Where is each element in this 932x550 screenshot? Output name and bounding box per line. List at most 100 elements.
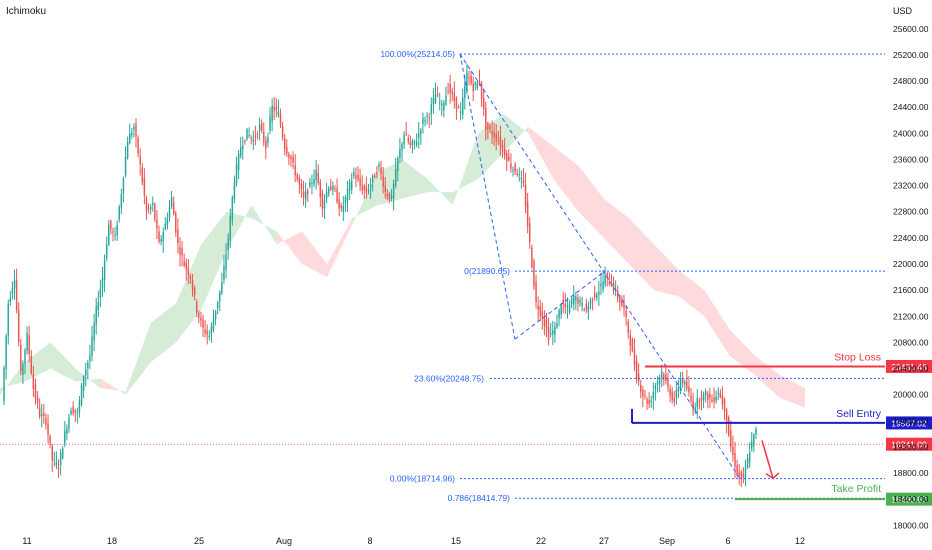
- candle-body: [28, 335, 30, 355]
- x-tick-label: 22: [536, 536, 546, 546]
- candle-body: [87, 362, 89, 369]
- candle-body: [114, 234, 116, 236]
- y-tick-label: 19600.00: [893, 416, 929, 426]
- candle-body: [315, 169, 317, 180]
- candle-body: [478, 80, 481, 84]
- candle-body: [684, 381, 686, 385]
- trade-price-tag: [886, 416, 932, 430]
- candle-body: [330, 186, 332, 190]
- candle-body: [709, 394, 711, 399]
- cloud-segment: [628, 218, 655, 291]
- candle-body: [472, 83, 474, 92]
- candle-body: [89, 355, 91, 361]
- candle-body: [719, 392, 722, 398]
- candle-body: [600, 283, 602, 287]
- candle-body: [612, 282, 615, 291]
- candle-body: [694, 407, 696, 411]
- candle-body: [298, 177, 301, 185]
- candle-body: [229, 215, 231, 241]
- candle-body: [411, 140, 414, 146]
- candle-body: [122, 178, 125, 194]
- candle-body: [426, 115, 428, 117]
- candle-body: [334, 188, 336, 190]
- candle-body: [405, 133, 407, 135]
- candle-body: [204, 329, 206, 334]
- candle-body: [401, 144, 403, 151]
- candle-body: [476, 82, 479, 89]
- candle-body: [399, 149, 401, 159]
- candle-body: [635, 360, 638, 379]
- candle-body: [332, 186, 334, 190]
- candle-body: [711, 399, 713, 402]
- candle-body: [625, 310, 627, 318]
- candle-body: [84, 369, 87, 376]
- candle-body: [152, 203, 154, 205]
- candle-body: [725, 409, 728, 424]
- candle-body: [497, 140, 500, 142]
- candle-body: [198, 312, 200, 318]
- candle-body: [120, 194, 123, 208]
- candle-body: [256, 133, 259, 135]
- candle-body: [82, 376, 85, 391]
- candle-body: [669, 388, 671, 396]
- candle-body: [267, 137, 269, 143]
- candle-body: [543, 316, 546, 326]
- fib-level-label: 0.786(18414.79): [448, 493, 511, 503]
- cloud-segment: [352, 172, 378, 225]
- candle-body: [302, 191, 305, 197]
- candle-body: [493, 132, 495, 138]
- candle-body: [116, 225, 118, 236]
- candle-body: [348, 182, 351, 191]
- candle-body: [365, 186, 368, 193]
- candle-body: [212, 318, 215, 331]
- candle-body: [309, 181, 311, 187]
- candle-body: [68, 417, 70, 429]
- candle-body: [558, 310, 560, 319]
- x-tick-label: 11: [22, 536, 31, 546]
- candle-body: [281, 125, 284, 138]
- candle-body: [296, 174, 299, 180]
- candle-body: [489, 125, 491, 130]
- candle-body: [748, 452, 751, 463]
- fib-level-label: 23.60%(20248.75): [414, 373, 484, 383]
- candle-body: [713, 397, 715, 402]
- candle-body: [413, 141, 416, 143]
- candle-body: [447, 91, 449, 93]
- cloud-segment: [477, 113, 504, 180]
- candle-body: [730, 430, 732, 448]
- candle-body: [181, 248, 183, 256]
- candle-body: [686, 381, 688, 389]
- candle-body: [191, 280, 194, 290]
- candle-body: [388, 193, 391, 200]
- candle-body: [573, 295, 575, 305]
- candle-body: [244, 140, 246, 142]
- candle-body: [13, 280, 16, 289]
- candle-body: [346, 188, 349, 201]
- axes: 25600.00 25200.00 24800.00 24400.00 24000.00…: [22, 24, 928, 546]
- cloud-segment: [402, 159, 428, 199]
- candle-body: [363, 186, 366, 190]
- x-tick-label: 12: [795, 536, 805, 546]
- candle-body: [721, 395, 724, 405]
- candle-body: [616, 290, 619, 299]
- candle-body: [336, 188, 338, 202]
- candle-body: [248, 134, 250, 136]
- candle-body: [342, 205, 345, 212]
- candle-body: [380, 167, 382, 174]
- candle-body: [424, 120, 426, 122]
- candle-body: [740, 472, 743, 479]
- candle-body: [627, 321, 629, 333]
- y-tick-label: 18800.00: [893, 468, 929, 478]
- candle-body: [453, 92, 456, 102]
- candle-body: [744, 467, 747, 480]
- candle-body: [464, 85, 466, 99]
- candle-body: [545, 319, 548, 329]
- indicator-title: Ichimoku: [6, 6, 47, 17]
- candle-body: [619, 296, 621, 303]
- candle-body: [591, 299, 594, 301]
- candle-body: [654, 385, 657, 389]
- candle-body: [95, 305, 97, 325]
- candle-body: [637, 373, 640, 382]
- cloud-segment: [125, 322, 151, 395]
